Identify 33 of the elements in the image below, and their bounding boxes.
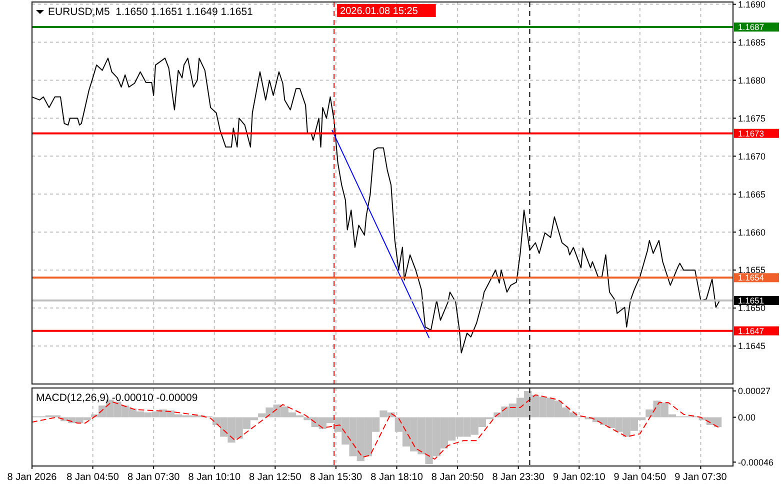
y-tick-label: 1.1655 [738, 265, 766, 276]
x-tick-label: 8 Jan 18:10 [370, 472, 424, 483]
ref-line-label: 1.1647 [738, 326, 764, 336]
chart-title: EURUSD,M5 1.1650 1.1651 1.1649 1.1651 [48, 6, 254, 18]
ref-line-label: 2026.01.08 15:25 [340, 6, 418, 17]
y-tick-label: 1.1660 [738, 227, 766, 238]
x-tick-label: 8 Jan 15:30 [310, 472, 363, 483]
x-tick-label: 8 Jan 2026 [7, 472, 58, 483]
chart-title: MACD(12,26,9) -0.00010 -0.00009 [36, 392, 198, 404]
ref-line-label: 1.1687 [738, 22, 764, 32]
y-tick-label: 1.1670 [738, 151, 766, 162]
y-tick-label: 1.1680 [738, 75, 766, 86]
y-tick-label: 1.1685 [738, 37, 766, 48]
x-tick-label: 8 Jan 23:30 [492, 472, 545, 483]
ref-line-label: 1.1673 [738, 128, 764, 138]
x-tick-label: 8 Jan 04:50 [66, 472, 120, 483]
y-tick-label: 1.1645 [738, 341, 766, 352]
y-tick-label: 1.1665 [738, 189, 766, 200]
x-tick-label: 9 Jan 02:10 [552, 472, 606, 483]
y-tick-label: 0.00 [738, 412, 756, 422]
y-tick-label: 0.00027 [738, 386, 771, 396]
x-tick-label: 8 Jan 12:50 [249, 472, 302, 483]
y-tick-label: -0.00046 [738, 457, 774, 468]
y-tick-label: 1.1650 [738, 303, 766, 314]
x-tick-label: 8 Jan 07:30 [127, 472, 180, 483]
x-tick-label: 9 Jan 07:30 [674, 472, 728, 483]
x-tick-label: 8 Jan 20:50 [431, 472, 484, 483]
y-tick-label: 1.1690 [738, 0, 766, 10]
y-tick-label: 1.1675 [738, 113, 766, 124]
ref-line-label: 1.1654 [738, 272, 764, 283]
ref-line-label: 1.1651 [738, 295, 764, 306]
x-tick-label: 8 Jan 10:10 [188, 472, 241, 483]
x-tick-label: 9 Jan 04:50 [614, 472, 666, 483]
